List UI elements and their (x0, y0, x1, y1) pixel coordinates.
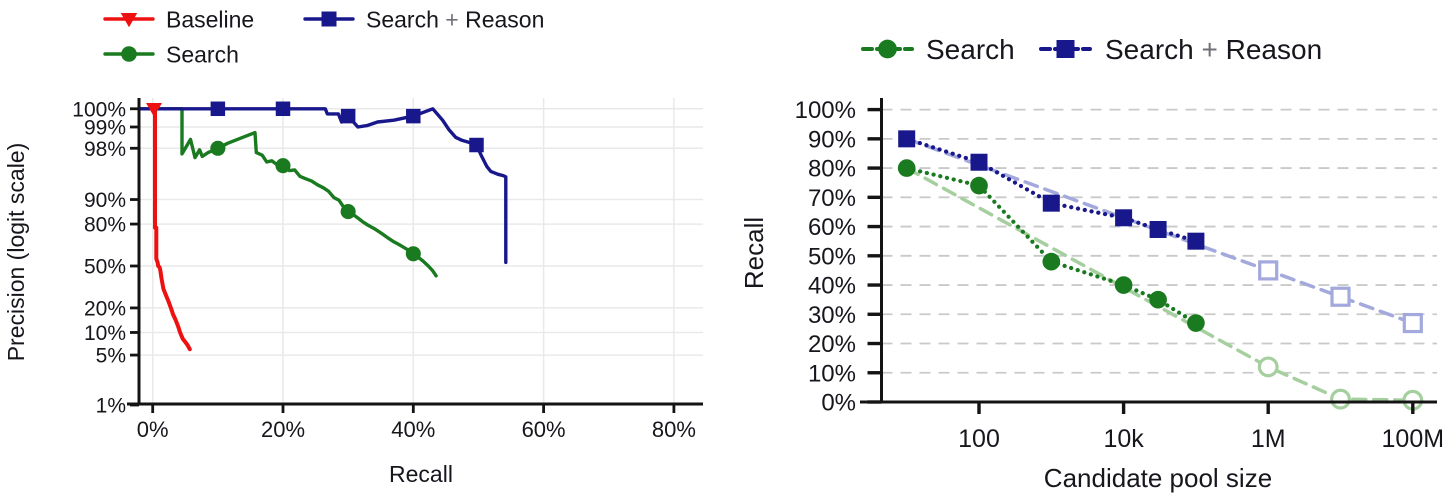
x-axis-title: Recall (389, 461, 453, 487)
square-legend-marker (321, 11, 337, 27)
y-tick-label: 30% (808, 302, 856, 329)
circle-marker-search_solid (1114, 276, 1133, 294)
x-tick-label: 100 (958, 425, 1000, 453)
x-tick-label: 100M (1382, 425, 1445, 453)
y-tick-label: 20% (84, 297, 126, 320)
series-line-baseline (152, 106, 192, 352)
y-tick-label: 50% (808, 243, 856, 270)
y-tick-label: 100% (795, 97, 856, 124)
circle-marker-search (340, 204, 356, 220)
circle-marker-search_solid (1042, 252, 1061, 271)
y-tick-label: 40% (808, 273, 856, 300)
legend-item-baseline: Baseline (103, 6, 254, 32)
x-tick-label: 1M (1251, 425, 1286, 453)
legend: Baseline Search + Reason Search (103, 6, 544, 67)
y-tick-label: 70% (808, 185, 856, 212)
circle-legend-marker (878, 39, 897, 59)
square-marker-search_reason (340, 108, 356, 124)
circle-legend-marker (121, 46, 137, 62)
y-tick-label: 20% (808, 331, 856, 358)
square-marker-reason_solid (1149, 220, 1167, 238)
x-tick-label: 0% (137, 417, 169, 442)
square-marker-search_reason (275, 101, 291, 117)
y-tick-label: 60% (808, 214, 856, 241)
square-marker-reason_solid (1042, 194, 1060, 212)
recall-vs-pool-chart: 0% 10%20%30%40% 50%60%70%80% 90%100% 100 10k 1… (739, 34, 1444, 493)
axes: 0% 10%20%30%40% 50%60%70%80% 90%100% 100 10k 1… (795, 97, 1444, 453)
legend-item-search_solid: Search (861, 34, 1015, 65)
circle-marker-search (405, 246, 421, 262)
triangle-down-legend-marker (120, 13, 138, 28)
series-markers (897, 130, 1424, 411)
y-tick-label: 10% (84, 322, 126, 345)
circle-marker-search_solid (1187, 314, 1205, 332)
circle-marker-search_solid (897, 159, 916, 177)
square-marker-search_reason (469, 137, 484, 153)
y-tick-label: 98% (84, 138, 126, 161)
series-line-search_solid (904, 166, 1198, 326)
square-marker-reason_solid (1187, 232, 1205, 250)
circle-open-marker-search_fit (1257, 356, 1279, 378)
y-tick-label: 1% (96, 395, 126, 418)
circle-marker-search_solid (970, 176, 988, 195)
square-marker-reason_solid (898, 130, 916, 148)
series-line-search_fit (904, 166, 1415, 402)
y-axis-title: Precision (logit scale) (3, 143, 29, 362)
series-line-search_reason (138, 107, 508, 265)
y-tick-label: 90% (808, 126, 856, 153)
square-legend-marker (1056, 40, 1075, 58)
y-tick-label: 5% (96, 345, 126, 368)
legend-item-search_reason: Search + Reason (303, 6, 544, 32)
circle-marker-search (275, 158, 291, 174)
legend-item-search: Search (103, 41, 239, 67)
legend-label-search_reason: Search + Reason (366, 6, 544, 32)
square-marker-reason_solid (1115, 209, 1133, 227)
y-tick-label: 90% (84, 189, 126, 212)
y-tick-label: 0% (821, 390, 856, 417)
y-tick-label: 50% (84, 256, 126, 279)
y-axis-title: Recall (739, 217, 769, 289)
legend-label-reason_solid: Search + Reason (1105, 34, 1322, 65)
pr-curve-chart: 100%99%98%90%80%50%20%10%5%1%0% 20% 40% 60%… (3, 6, 703, 487)
y-tick-label: 99% (84, 117, 126, 140)
legend-label-baseline: Baseline (166, 6, 254, 32)
legend: Search Search + Reason (861, 34, 1322, 65)
y-tick-label: 80% (808, 156, 856, 183)
square-marker-search_reason (210, 101, 226, 117)
x-axis-title: Candidate pool size (1044, 463, 1272, 493)
series-lines (138, 106, 508, 352)
square-open-marker-reason_fit (1330, 286, 1351, 307)
square-marker-reason_solid (970, 153, 988, 171)
circle-open-marker-search_fit (1330, 388, 1351, 410)
gridlines (881, 108, 1437, 374)
x-tick-label: 80% (652, 417, 696, 442)
series-markers (146, 101, 484, 262)
x-tick-label: 10k (1103, 425, 1144, 453)
circle-marker-search (210, 140, 226, 156)
axes: 100%99%98%90%80%50%20%10%5%1%0% 20% 40% 60%… (72, 98, 703, 442)
square-open-marker-reason_fit (1258, 260, 1279, 281)
square-marker-search_reason (406, 108, 421, 124)
x-tick-label: 20% (261, 417, 305, 442)
y-tick-label: 80% (84, 214, 126, 237)
square-open-marker-reason_fit (1402, 312, 1423, 334)
y-tick-label: 10% (808, 360, 856, 387)
legend-item-reason_solid: Search + Reason (1039, 34, 1322, 65)
series-line-search (138, 107, 438, 278)
x-tick-label: 60% (522, 417, 566, 442)
circle-marker-search_solid (1149, 290, 1167, 309)
triangle-down-marker-baseline (146, 102, 162, 117)
legend-label-search_solid: Search (926, 34, 1015, 65)
y-tick-label: 100% (72, 98, 126, 121)
x-tick-label: 40% (391, 417, 435, 442)
legend-label-search: Search (166, 41, 239, 67)
